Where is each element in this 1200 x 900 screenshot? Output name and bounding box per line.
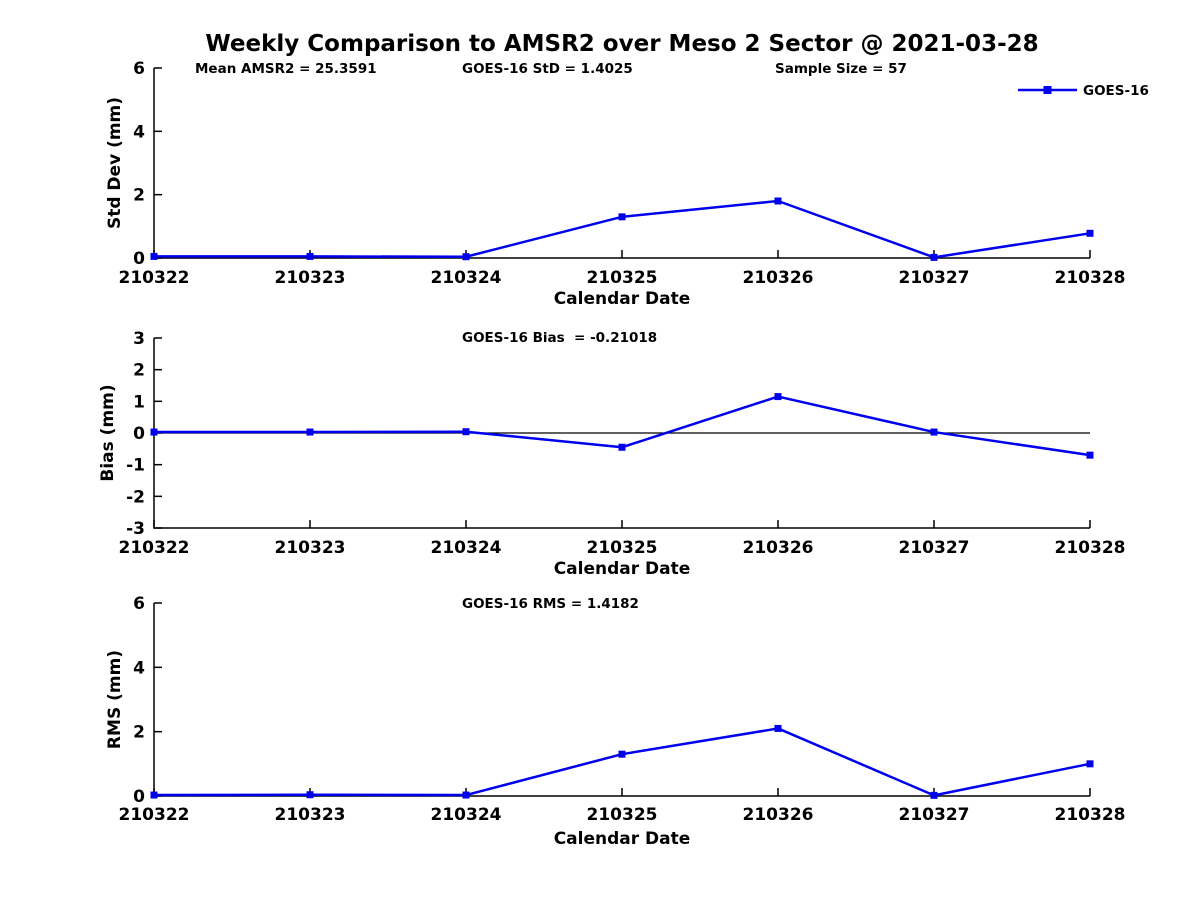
rms-series-marker [306,791,314,799]
bias-ytick-label: -3 [126,519,145,539]
rms-series-marker [150,791,158,799]
bias-ytick-label: -2 [126,487,145,507]
std-dev-ytick-label: 6 [133,59,145,79]
rms-yaxis-label: RMS (mm) [105,650,125,749]
rms-ytick-label: 0 [133,787,145,807]
rms-xtick-label: 210327 [899,805,970,825]
std-dev-series-marker [618,213,626,221]
std-dev-xtick-label: 210325 [587,268,658,288]
bias-ytick-label: -1 [126,456,145,476]
bias-xtick-label: 210328 [1055,538,1126,558]
rms-xtick-label: 210323 [275,805,346,825]
rms-series-marker [618,750,626,758]
std-dev-axis [153,68,1090,259]
std-dev-series-marker [1086,229,1094,237]
std-dev-xtick-label: 210324 [431,268,502,288]
bias-xtick-label: 210323 [275,538,346,558]
rms-chart: 0 2 4 6 210322 210323 210324 210325 210326 210327… [105,594,1125,849]
rms-xaxis-label: Calendar Date [554,829,691,849]
rms-series-marker [462,791,470,799]
bias-xtick-label: 210322 [119,538,190,558]
bias-series-marker [150,428,158,436]
std-dev-series-marker [462,253,470,261]
rms-annotation: GOES-16 RMS = 1.4182 [462,596,639,612]
bias-xtick-label: 210325 [587,538,658,558]
bias-xtick-label: 210326 [743,538,814,558]
bias-ytick-label: 0 [133,424,145,444]
legend: GOES-16 [1018,83,1149,99]
std-dev-xtick-label: 210323 [275,268,346,288]
bias-xtick-label: 210324 [431,538,502,558]
bias-xaxis-label: Calendar Date [554,559,691,579]
std-dev-annotation: Sample Size = 57 [775,61,907,77]
bias-xtick-label: 210327 [899,538,970,558]
bias-ytick-label: 1 [133,392,145,412]
rms-xtick-label: 210324 [431,805,502,825]
bias-series-marker [930,428,938,436]
bias-ytick-label: 3 [133,329,145,349]
bias-series-marker [774,393,782,401]
bias-ytick-label: 2 [133,361,145,381]
std-dev-series-line [154,199,1091,259]
std-dev-xtick-label: 210326 [743,268,814,288]
bias-series-marker [462,428,470,436]
legend-marker [1043,86,1052,94]
rms-axis [153,603,1090,797]
rms-series-marker [930,791,938,799]
rms-ytick-label: 6 [133,594,145,614]
bias-series-marker [306,428,314,436]
std-dev-yaxis-label: Std Dev (mm) [105,97,125,229]
std-dev-annotation: Mean AMSR2 = 25.3591 [195,61,377,77]
std-dev-series-marker [150,252,158,260]
rms-series-marker [774,724,782,732]
rms-xtick-label: 210326 [743,805,814,825]
rms-xtick-label: 210322 [119,805,190,825]
std-dev-series-marker [306,252,314,260]
rms-xtick-label: 210325 [587,805,658,825]
std-dev-series-marker [930,253,938,261]
rms-series-line [153,727,1091,797]
std-dev-annotation: GOES-16 StD = 1.4025 [462,61,633,77]
std-dev-xaxis-label: Calendar Date [554,289,691,309]
std-dev-chart: 0 2 4 6 210322 210323 210324 210325 210326 210327… [105,59,1149,309]
std-dev-ytick-label: 0 [133,249,145,269]
rms-ytick-label: 2 [133,723,145,743]
bias-series-marker [618,443,626,451]
bias-yaxis-label: Bias (mm) [98,384,118,481]
std-dev-ytick-label: 4 [133,122,145,142]
std-dev-xtick-label: 210322 [119,268,190,288]
legend-label: GOES-16 [1083,83,1149,99]
rms-series-marker [1086,760,1094,768]
std-dev-series-marker [774,197,782,205]
bias-annotation: GOES-16 Bias = -0.21018 [462,330,657,346]
std-dev-xtick-label: 210328 [1055,268,1126,288]
std-dev-xtick-label: 210327 [899,268,970,288]
bias-series-marker [1086,451,1094,459]
figure-title: Weekly Comparison to AMSR2 over Meso 2 S… [205,31,1039,57]
rms-ytick-label: 4 [133,658,145,678]
rms-xtick-label: 210328 [1055,805,1126,825]
std-dev-ytick-label: 2 [133,186,145,206]
